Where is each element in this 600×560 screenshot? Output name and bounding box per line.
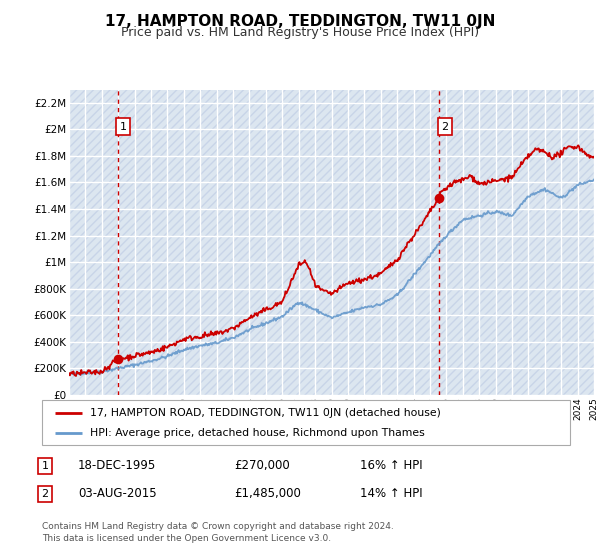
Text: 14% ↑ HPI: 14% ↑ HPI — [360, 487, 422, 501]
Text: 16% ↑ HPI: 16% ↑ HPI — [360, 459, 422, 473]
Text: £1,485,000: £1,485,000 — [234, 487, 301, 501]
Text: Price paid vs. HM Land Registry's House Price Index (HPI): Price paid vs. HM Land Registry's House … — [121, 26, 479, 39]
Text: 03-AUG-2015: 03-AUG-2015 — [78, 487, 157, 501]
Text: HPI: Average price, detached house, Richmond upon Thames: HPI: Average price, detached house, Rich… — [89, 428, 424, 438]
Text: 2: 2 — [41, 489, 49, 499]
Text: 17, HAMPTON ROAD, TEDDINGTON, TW11 0JN (detached house): 17, HAMPTON ROAD, TEDDINGTON, TW11 0JN (… — [89, 408, 440, 418]
Text: 17, HAMPTON ROAD, TEDDINGTON, TW11 0JN: 17, HAMPTON ROAD, TEDDINGTON, TW11 0JN — [105, 14, 495, 29]
Text: Contains HM Land Registry data © Crown copyright and database right 2024.
This d: Contains HM Land Registry data © Crown c… — [42, 522, 394, 543]
Text: 2: 2 — [441, 122, 448, 132]
FancyBboxPatch shape — [42, 400, 570, 445]
Text: 18-DEC-1995: 18-DEC-1995 — [78, 459, 156, 473]
Text: £270,000: £270,000 — [234, 459, 290, 473]
Text: 1: 1 — [41, 461, 49, 471]
Text: 1: 1 — [119, 122, 127, 132]
